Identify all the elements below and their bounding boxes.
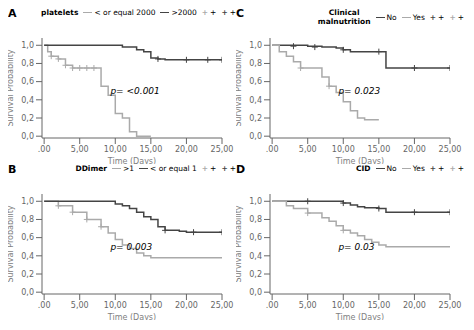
svg-text:0,6: 0,6 (249, 77, 262, 86)
html-text:< or equal 2000: < or equal 2000 (94, 8, 156, 17)
svg-text:1,0: 1,0 (21, 41, 34, 50)
svg-text:25,00: 25,00 (211, 301, 234, 310)
svg-text:0,8: 0,8 (21, 59, 34, 68)
svg-text:25,00: 25,00 (439, 145, 462, 154)
html-text:platelets: platelets (41, 8, 79, 17)
svg-text:0,4: 0,4 (21, 252, 34, 261)
svg-text:25,00: 25,00 (439, 301, 462, 310)
html-text:p= <0.001: p= <0.001 (110, 86, 160, 96)
html-text:p= 0.03: p= 0.03 (338, 242, 375, 252)
svg-text:1,0: 1,0 (249, 197, 262, 206)
svg-text:0,0: 0,0 (21, 288, 34, 297)
svg-text:0,8: 0,8 (249, 215, 262, 224)
svg-text:0,4: 0,4 (21, 96, 34, 105)
svg-text:0,4: 0,4 (249, 96, 262, 105)
svg-text:0,0: 0,0 (21, 132, 34, 141)
svg-text:20,00: 20,00 (175, 145, 198, 154)
svg-text:0,8: 0,8 (249, 59, 262, 68)
html-text:A: A (8, 7, 17, 20)
svg-text:0,6: 0,6 (21, 233, 34, 242)
svg-text:1,0: 1,0 (249, 41, 262, 50)
svg-text:Survival Probability: Survival Probability (8, 49, 15, 126)
svg-text:15,00: 15,00 (139, 145, 162, 154)
html-text:p= 0.003: p= 0.003 (110, 242, 153, 252)
html-text:No: No (386, 164, 397, 173)
svg-text:.00: .00 (38, 145, 51, 154)
svg-text:10,00: 10,00 (332, 301, 355, 310)
svg-text:Time (Days): Time (Days) (107, 157, 156, 164)
html-text:Clinical malnutrition: Clinical malnutrition (317, 8, 371, 26)
svg-text:5,00: 5,00 (71, 145, 89, 154)
svg-text:Time (Days): Time (Days) (335, 157, 384, 164)
svg-text:20,00: 20,00 (175, 301, 198, 310)
html-text:CID: CID (356, 164, 371, 173)
svg-text:10,00: 10,00 (332, 145, 355, 154)
svg-text:5,00: 5,00 (71, 301, 89, 310)
svg-text:.00: .00 (266, 301, 279, 310)
svg-text:5,00: 5,00 (299, 145, 317, 154)
html-text:< or equal 1: < or equal 1 (150, 164, 197, 173)
svg-text:0,2: 0,2 (249, 270, 262, 279)
svg-text:15,00: 15,00 (139, 301, 162, 310)
html-text:Yes: Yes (412, 164, 425, 173)
html-text:>2000: >2000 (171, 8, 197, 17)
svg-text:0,2: 0,2 (21, 114, 34, 123)
svg-text:1,0: 1,0 (21, 197, 34, 206)
svg-text:10,00: 10,00 (104, 301, 127, 310)
svg-text:5,00: 5,00 (299, 301, 317, 310)
svg-text:0,6: 0,6 (249, 233, 262, 242)
svg-text:0,2: 0,2 (249, 114, 262, 123)
html-text:C: C (236, 7, 245, 20)
html-text:No: No (386, 12, 397, 22)
svg-text:15,00: 15,00 (367, 301, 390, 310)
svg-text:0,0: 0,0 (249, 288, 262, 297)
svg-text:Time (Days): Time (Days) (335, 313, 384, 320)
html-text:Yes: Yes (412, 12, 425, 22)
svg-text:20,00: 20,00 (403, 145, 426, 154)
svg-text:15,00: 15,00 (367, 145, 390, 154)
svg-text:0,6: 0,6 (21, 77, 34, 86)
html-text:>1: >1 (123, 164, 135, 173)
svg-text:0,0: 0,0 (249, 132, 262, 141)
svg-text:.00: .00 (266, 145, 279, 154)
svg-text:0,8: 0,8 (21, 215, 34, 224)
html-text:DDimer: DDimer (75, 164, 107, 173)
svg-text:Survival Probability: Survival Probability (8, 205, 15, 282)
html-text:B: B (8, 163, 17, 176)
svg-text:.00: .00 (38, 301, 51, 310)
svg-text:Time (Days): Time (Days) (107, 313, 156, 320)
html-text:D: D (236, 163, 246, 176)
svg-text:20,00: 20,00 (403, 301, 426, 310)
svg-text:Survival Probability: Survival Probability (236, 205, 243, 282)
html-text:p= 0.023: p= 0.023 (338, 86, 381, 96)
svg-text:Survival Probability: Survival Probability (236, 49, 243, 126)
svg-text:0,2: 0,2 (21, 270, 34, 279)
svg-text:0,4: 0,4 (249, 252, 262, 261)
svg-text:10,00: 10,00 (104, 145, 127, 154)
svg-text:25,00: 25,00 (211, 145, 234, 154)
